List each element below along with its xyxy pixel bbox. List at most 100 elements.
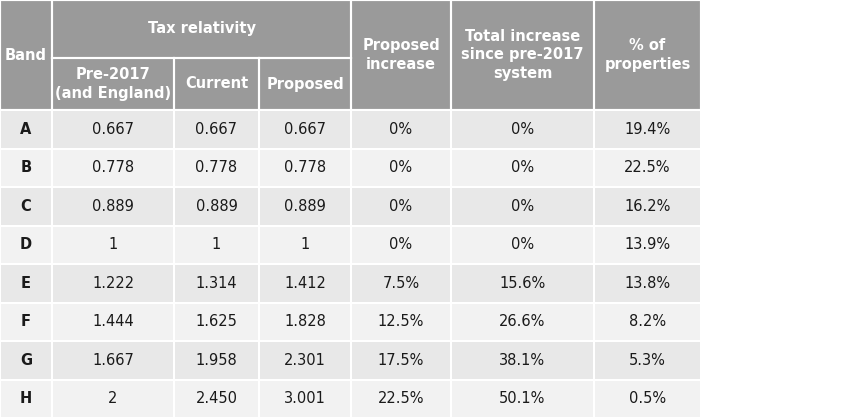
Bar [174, 225, 259, 264]
Text: Proposed: Proposed [266, 76, 344, 92]
Text: 0%: 0% [511, 199, 534, 214]
Text: 0.778: 0.778 [195, 160, 237, 175]
Text: 0.778: 0.778 [92, 160, 134, 175]
Text: 50.1%: 50.1% [499, 391, 545, 406]
Bar [0, 110, 52, 148]
Bar [594, 225, 701, 264]
Text: 0%: 0% [389, 122, 413, 137]
Text: 0.778: 0.778 [284, 160, 326, 175]
Text: 1.222: 1.222 [92, 276, 134, 291]
Bar [52, 58, 174, 110]
Bar [594, 0, 701, 110]
Bar [594, 187, 701, 225]
Bar [259, 187, 351, 225]
Text: 8.2%: 8.2% [629, 314, 666, 329]
Bar [52, 380, 174, 418]
Text: 1.444: 1.444 [92, 314, 134, 329]
Bar [451, 303, 594, 341]
Bar [0, 225, 52, 264]
Bar [174, 148, 259, 187]
Bar [594, 110, 701, 148]
Bar [259, 303, 351, 341]
Bar [0, 380, 52, 418]
Bar [52, 148, 174, 187]
Bar [0, 264, 52, 303]
Text: 1: 1 [300, 237, 310, 252]
Text: 2.450: 2.450 [196, 391, 237, 406]
Text: 1: 1 [212, 237, 221, 252]
Text: 0%: 0% [511, 122, 534, 137]
Bar [52, 110, 174, 148]
Bar [174, 110, 259, 148]
Text: 5.3%: 5.3% [629, 353, 666, 368]
Bar [259, 110, 351, 148]
Text: 22.5%: 22.5% [377, 391, 424, 406]
Bar [0, 148, 52, 187]
Bar [594, 148, 701, 187]
Text: 0%: 0% [511, 160, 534, 175]
Text: 0.889: 0.889 [284, 199, 326, 214]
Bar [594, 264, 701, 303]
Text: 0%: 0% [511, 237, 534, 252]
Bar [259, 225, 351, 264]
Bar [259, 341, 351, 380]
Bar [351, 303, 451, 341]
Text: B: B [20, 160, 31, 175]
Bar [174, 187, 259, 225]
Text: 2: 2 [109, 391, 118, 406]
Text: Total increase
since pre-2017
system: Total increase since pre-2017 system [461, 29, 583, 81]
Bar [52, 264, 174, 303]
Bar [451, 264, 594, 303]
Text: Band: Band [5, 48, 47, 63]
Text: 1.828: 1.828 [284, 314, 326, 329]
Text: H: H [20, 391, 32, 406]
Text: A: A [20, 122, 31, 137]
Text: Current: Current [185, 76, 248, 92]
Bar [52, 341, 174, 380]
Text: 0%: 0% [389, 199, 413, 214]
Text: 26.6%: 26.6% [499, 314, 545, 329]
Text: 17.5%: 17.5% [378, 353, 424, 368]
Bar [174, 303, 259, 341]
Bar [174, 341, 259, 380]
Text: 38.1%: 38.1% [499, 353, 545, 368]
Bar [451, 225, 594, 264]
Text: 0.667: 0.667 [196, 122, 237, 137]
Bar [174, 380, 259, 418]
Bar [174, 58, 259, 110]
Bar [594, 380, 701, 418]
Bar [451, 187, 594, 225]
Bar [259, 148, 351, 187]
Bar [259, 264, 351, 303]
Text: 1.625: 1.625 [196, 314, 237, 329]
Text: 1.667: 1.667 [92, 353, 134, 368]
Bar [451, 110, 594, 148]
Text: 19.4%: 19.4% [624, 122, 671, 137]
Text: F: F [21, 314, 31, 329]
Bar [351, 380, 451, 418]
Text: 3.001: 3.001 [284, 391, 326, 406]
Bar [594, 303, 701, 341]
Bar [451, 0, 594, 110]
Text: 1.412: 1.412 [284, 276, 326, 291]
Bar [52, 303, 174, 341]
Text: 13.9%: 13.9% [624, 237, 671, 252]
Bar [451, 341, 594, 380]
Bar [351, 341, 451, 380]
Bar [0, 0, 52, 110]
Bar [451, 148, 594, 187]
Bar [174, 264, 259, 303]
Text: D: D [20, 237, 32, 252]
Bar [594, 341, 701, 380]
Text: Tax relativity: Tax relativity [148, 21, 255, 36]
Text: Proposed
increase: Proposed increase [362, 38, 440, 72]
Text: Pre-2017
(and England): Pre-2017 (and England) [55, 67, 171, 101]
Bar [52, 0, 351, 58]
Text: 2.301: 2.301 [284, 353, 326, 368]
Text: 0.889: 0.889 [92, 199, 134, 214]
Text: E: E [21, 276, 31, 291]
Text: 0.667: 0.667 [284, 122, 326, 137]
Text: 13.8%: 13.8% [624, 276, 671, 291]
Bar [0, 341, 52, 380]
Bar [351, 264, 451, 303]
